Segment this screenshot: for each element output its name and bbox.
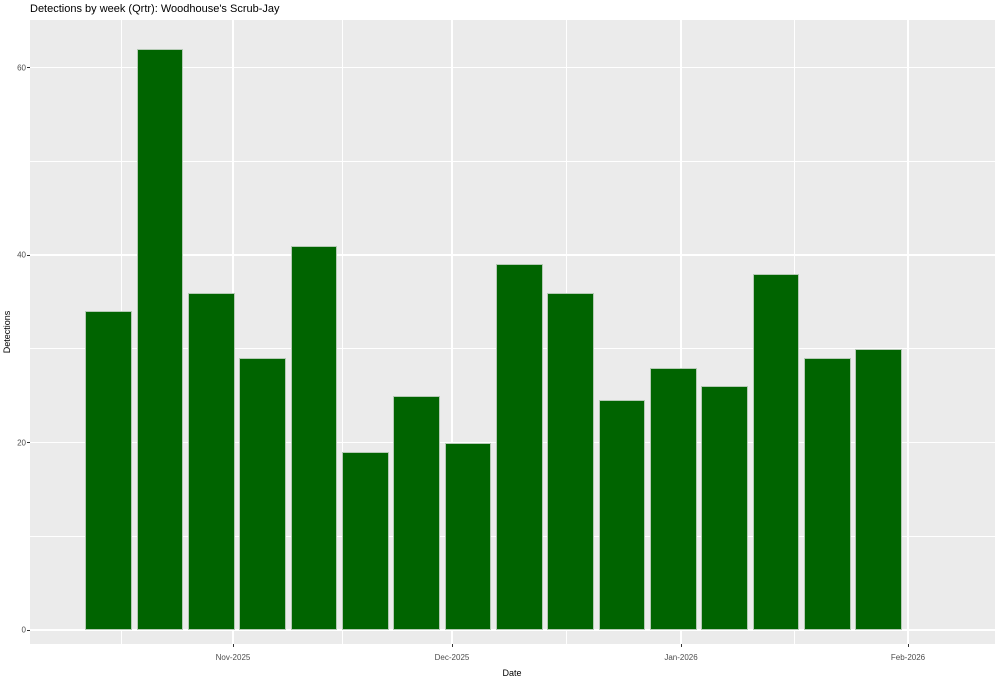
y-major-gridline xyxy=(30,254,995,256)
bar xyxy=(188,292,235,630)
chart-title: Detections by week (Qrtr): Woodhouse's S… xyxy=(30,3,280,15)
y-minor-gridline xyxy=(30,160,995,162)
x-major-gridline xyxy=(680,20,682,644)
bar xyxy=(342,451,389,630)
bar xyxy=(650,367,697,630)
x-tick-mark xyxy=(680,644,682,647)
x-major-gridline xyxy=(907,20,909,644)
x-tick-label: Jan-2026 xyxy=(664,653,698,662)
y-axis-title: Detections xyxy=(2,310,12,354)
bar xyxy=(804,358,851,630)
y-tick-mark xyxy=(27,67,30,68)
x-tick-label: Nov-2025 xyxy=(215,653,251,662)
y-tick-label: 60 xyxy=(17,63,26,72)
y-tick-label: 40 xyxy=(17,250,26,260)
bar xyxy=(290,245,338,630)
x-tick-mark xyxy=(907,644,909,647)
chart-panel xyxy=(30,20,995,644)
x-minor-gridline xyxy=(342,20,343,644)
bar xyxy=(444,442,492,630)
bar xyxy=(85,311,132,630)
x-tick-label: Dec-2025 xyxy=(434,653,470,662)
bar xyxy=(393,395,440,630)
x-axis-title: Date xyxy=(502,668,522,678)
y-tick-mark xyxy=(27,629,30,631)
y-tick-label: 20 xyxy=(17,438,26,447)
x-tick-label: Feb-2026 xyxy=(890,653,926,662)
y-tick-mark xyxy=(27,254,30,256)
bar xyxy=(136,48,184,630)
y-tick-label: 0 xyxy=(21,625,26,635)
bar xyxy=(855,348,902,630)
x-axis-tick-labels: Nov-2025 Dec-2025 Jan-2026 Feb-2026 xyxy=(0,653,1000,665)
x-tick-mark xyxy=(451,644,453,647)
x-tick-mark xyxy=(232,644,234,647)
bar xyxy=(496,264,543,630)
bar xyxy=(752,273,800,630)
bar xyxy=(598,400,646,630)
bar xyxy=(239,358,286,630)
y-axis-tick-labels: 0 20 40 60 xyxy=(0,0,26,685)
x-major-gridline xyxy=(451,20,453,644)
y-major-gridline xyxy=(30,66,995,69)
y-tick-mark xyxy=(27,442,30,443)
bar xyxy=(547,292,594,630)
bar xyxy=(701,386,748,630)
